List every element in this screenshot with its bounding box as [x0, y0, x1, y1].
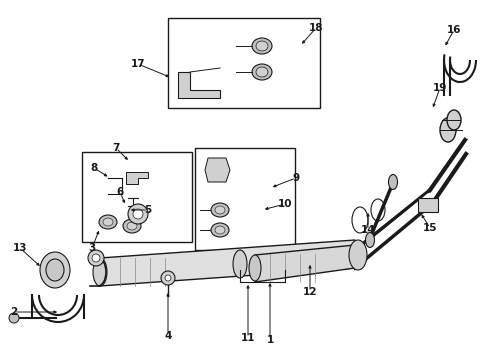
Ellipse shape — [123, 219, 141, 233]
Ellipse shape — [215, 206, 224, 214]
Ellipse shape — [365, 233, 374, 248]
Text: 6: 6 — [116, 187, 123, 197]
Text: 13: 13 — [13, 243, 27, 253]
Text: 8: 8 — [90, 163, 98, 173]
Ellipse shape — [256, 41, 267, 51]
Text: 9: 9 — [292, 173, 299, 183]
Ellipse shape — [103, 218, 113, 226]
Ellipse shape — [256, 67, 267, 77]
Ellipse shape — [446, 110, 460, 130]
Ellipse shape — [99, 215, 117, 229]
Ellipse shape — [210, 223, 228, 237]
Ellipse shape — [348, 240, 366, 270]
Ellipse shape — [215, 226, 224, 234]
Circle shape — [128, 204, 148, 224]
Polygon shape — [204, 158, 229, 182]
Ellipse shape — [251, 64, 271, 80]
Text: 16: 16 — [446, 25, 460, 35]
Polygon shape — [100, 240, 354, 286]
Text: 4: 4 — [164, 331, 171, 341]
Text: 15: 15 — [422, 223, 436, 233]
Circle shape — [161, 271, 175, 285]
Text: 12: 12 — [302, 287, 317, 297]
Text: 17: 17 — [130, 59, 145, 69]
Ellipse shape — [232, 250, 246, 278]
Circle shape — [88, 250, 104, 266]
Bar — [417, 198, 437, 212]
Text: 10: 10 — [277, 199, 292, 209]
Ellipse shape — [251, 38, 271, 54]
Text: 19: 19 — [432, 83, 446, 93]
Bar — [168, 18, 319, 108]
Ellipse shape — [40, 252, 70, 288]
Bar — [195, 148, 294, 250]
Ellipse shape — [439, 118, 455, 142]
Ellipse shape — [127, 222, 137, 230]
Text: 18: 18 — [308, 23, 323, 33]
Circle shape — [92, 254, 100, 262]
Ellipse shape — [93, 258, 107, 286]
Ellipse shape — [387, 175, 397, 189]
Text: 5: 5 — [144, 205, 151, 215]
Ellipse shape — [248, 255, 261, 281]
Bar — [82, 152, 192, 242]
Polygon shape — [178, 72, 220, 98]
Polygon shape — [254, 245, 354, 282]
Circle shape — [9, 313, 19, 323]
Polygon shape — [126, 172, 148, 184]
Text: 14: 14 — [360, 225, 375, 235]
Text: 2: 2 — [10, 307, 18, 317]
Text: 3: 3 — [88, 243, 96, 253]
Ellipse shape — [46, 259, 64, 281]
Circle shape — [164, 275, 171, 281]
Circle shape — [133, 209, 142, 219]
Text: 7: 7 — [112, 143, 120, 153]
Ellipse shape — [210, 203, 228, 217]
Text: 1: 1 — [266, 335, 273, 345]
Text: 11: 11 — [240, 333, 255, 343]
